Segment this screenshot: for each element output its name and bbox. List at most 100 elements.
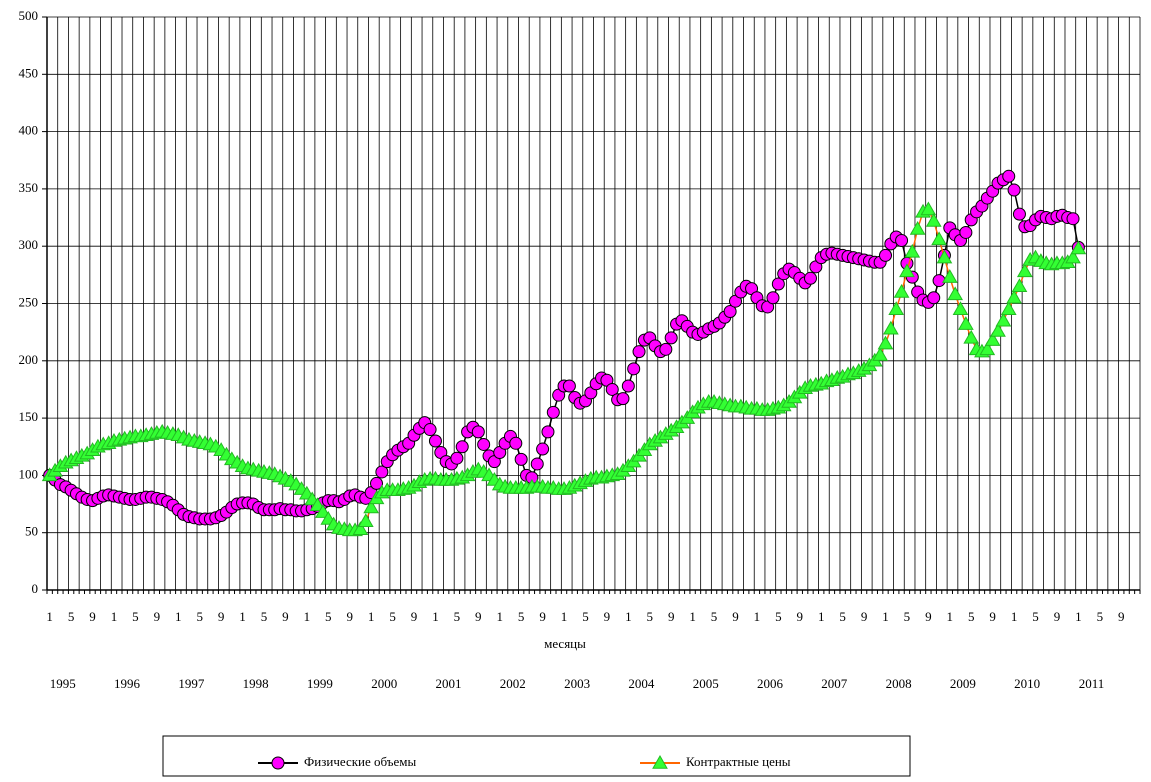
- x-group-label: 2011: [1079, 676, 1105, 691]
- marker: [1007, 183, 1021, 197]
- marker: [877, 335, 894, 350]
- x-tick-label: 9: [89, 609, 96, 624]
- marker: [1066, 212, 1080, 226]
- marker: [632, 345, 646, 359]
- marker: [958, 316, 974, 330]
- x-tick-label: 5: [261, 609, 268, 624]
- x-tick-label: 1: [111, 609, 118, 624]
- marker: [541, 425, 555, 439]
- y-tick-label: 300: [19, 237, 39, 252]
- x-axis-label: месяцы: [544, 636, 586, 651]
- x-tick-label: 5: [647, 609, 654, 624]
- x-tick-label: 1: [882, 609, 889, 624]
- marker: [627, 362, 641, 376]
- x-tick-label: 1: [561, 609, 568, 624]
- x-tick-label: 9: [861, 609, 868, 624]
- marker: [963, 329, 980, 344]
- marker: [925, 212, 942, 227]
- marker: [546, 405, 560, 419]
- x-group-label: 2008: [886, 676, 912, 691]
- x-group-label: 1999: [307, 676, 333, 691]
- x-tick-label: 1: [947, 609, 954, 624]
- x-group-label: 2006: [757, 676, 784, 691]
- x-group-label: 2003: [564, 676, 590, 691]
- marker: [509, 436, 523, 450]
- x-group-label: 1996: [114, 676, 141, 691]
- legend-box: [162, 735, 911, 777]
- x-tick-label: 9: [1118, 609, 1125, 624]
- marker: [664, 331, 678, 345]
- x-group-label: 2005: [693, 676, 719, 691]
- marker: [428, 434, 442, 448]
- marker: [536, 442, 550, 456]
- x-tick-label: 1: [625, 609, 632, 624]
- marker: [904, 243, 921, 258]
- x-group-label: 1997: [178, 676, 205, 691]
- marker: [375, 465, 389, 479]
- x-tick-label: 1: [754, 609, 761, 624]
- x-tick-label: 5: [968, 609, 975, 624]
- x-tick-label: 5: [389, 609, 396, 624]
- series-line: [49, 175, 1080, 520]
- x-tick-label: 5: [711, 609, 718, 624]
- x-tick-label: 9: [411, 609, 418, 624]
- marker: [882, 320, 899, 335]
- marker: [477, 437, 491, 451]
- marker: [357, 513, 374, 527]
- x-tick-label: 9: [154, 609, 161, 624]
- x-tick-label: 1: [1011, 609, 1018, 624]
- marker: [423, 423, 437, 437]
- marker: [370, 476, 384, 490]
- marker: [363, 499, 380, 514]
- marker: [766, 291, 780, 305]
- marker: [530, 457, 544, 471]
- marker: [979, 341, 996, 356]
- marker: [803, 271, 817, 285]
- x-tick-label: 5: [582, 609, 589, 624]
- y-tick-label: 50: [25, 524, 38, 539]
- x-tick-label: 9: [539, 609, 546, 624]
- marker: [659, 342, 673, 356]
- x-tick-label: 1: [175, 609, 182, 624]
- marker: [936, 249, 953, 264]
- marker: [1070, 240, 1087, 255]
- x-tick-label: 9: [989, 609, 996, 624]
- marker: [909, 221, 926, 235]
- marker: [931, 231, 947, 246]
- series: [41, 201, 1087, 537]
- x-group-label: 2000: [371, 676, 397, 691]
- x-tick-label: 9: [925, 609, 932, 624]
- x-tick-label: 5: [839, 609, 846, 624]
- y-tick-label: 450: [19, 65, 39, 80]
- x-tick-label: 1: [432, 609, 439, 624]
- marker: [959, 225, 973, 239]
- marker: [995, 312, 1012, 327]
- x-group-label: 1995: [50, 676, 76, 691]
- x-group-label: 2009: [950, 676, 976, 691]
- x-group-label: 2001: [436, 676, 462, 691]
- marker: [872, 347, 889, 361]
- marker: [893, 284, 910, 298]
- marker: [947, 286, 964, 301]
- y-tick-label: 150: [19, 409, 39, 424]
- y-tick-label: 100: [19, 466, 39, 481]
- x-tick-label: 9: [732, 609, 739, 624]
- marker: [1065, 249, 1081, 264]
- x-tick-label: 1: [304, 609, 311, 624]
- marker: [605, 382, 619, 396]
- x-group-label: 2010: [1014, 676, 1040, 691]
- legend-marker: [652, 754, 668, 769]
- marker: [1006, 289, 1022, 304]
- marker: [990, 322, 1006, 337]
- marker: [471, 425, 485, 439]
- marker: [899, 263, 915, 278]
- marker: [1011, 278, 1028, 293]
- y-tick-label: 0: [32, 581, 39, 596]
- y-tick-label: 200: [19, 352, 39, 367]
- x-tick-label: 1: [368, 609, 375, 624]
- x-tick-label: 9: [282, 609, 289, 624]
- marker: [621, 379, 635, 393]
- x-group-label: 2002: [500, 676, 526, 691]
- marker: [888, 301, 905, 315]
